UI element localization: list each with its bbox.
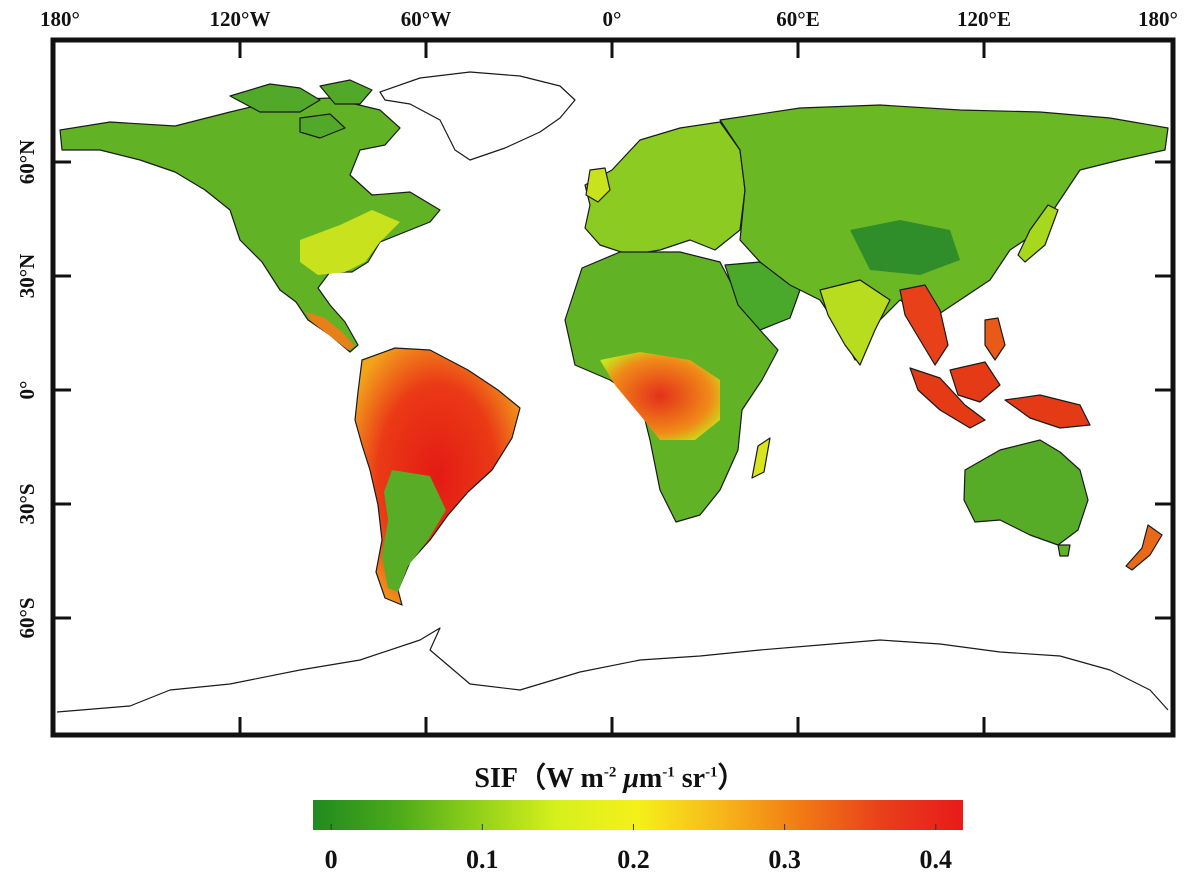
colorbar-title-open: （: [517, 763, 546, 794]
lon-label-120w: 120°W: [210, 7, 271, 31]
colorbar-title-w: W m: [546, 763, 604, 794]
lon-label-180w: 180°: [40, 7, 80, 31]
lon-label-60w: 60°W: [401, 7, 451, 31]
tibet-dark: [850, 220, 960, 275]
north-america-east-band: [300, 210, 400, 275]
lon-label-0: 0°: [603, 7, 622, 31]
colorbar-title-m: m: [638, 763, 663, 794]
mexico-warm-band: [306, 312, 355, 350]
lat-label-0: 0°: [15, 381, 39, 400]
congo-basin: [600, 352, 720, 440]
colorbar-title-mu: μ: [623, 763, 639, 794]
philippines-shape: [984, 317, 1006, 361]
new-zealand-shape: [1125, 524, 1163, 571]
colorbar-tick-label: 0.1: [466, 845, 499, 874]
lon-label-180e: 180°: [1138, 7, 1178, 31]
southeast-asia-warm: [899, 284, 949, 366]
colorbar-tick-label: 0.2: [617, 845, 650, 874]
colorbar-title-sr: sr: [674, 763, 706, 794]
indonesia-shape: [909, 361, 1091, 429]
lat-label-60s: 60°S: [15, 597, 39, 638]
japan-shape: [1017, 204, 1059, 263]
lon-label-60e: 60°E: [776, 7, 819, 31]
colorbar-tick-label: 0: [325, 845, 338, 874]
colorbar-title: SIF（W m-2 μm-1 sr-1）: [330, 756, 890, 796]
colorbar-title-main: SIF: [474, 763, 518, 794]
colorbar-title-exp3: -1: [705, 764, 718, 781]
lon-label-120e: 120°E: [957, 7, 1011, 31]
tasmania-shape: [1057, 544, 1071, 557]
lat-label-30s: 30°S: [15, 483, 39, 524]
colorbar-bar: [313, 800, 963, 830]
greenland-shape: [379, 71, 576, 161]
australia-shape: [963, 439, 1089, 546]
india-shape: [819, 279, 891, 366]
latitude-labels: 60°N 30°N 0° 30°S 60°S: [15, 140, 39, 639]
tick-marks: [53, 40, 1173, 735]
colorbar-title-exp1: -2: [603, 764, 617, 781]
antarctica-shape: [56, 627, 1169, 713]
lat-label-30n: 30°N: [15, 254, 39, 299]
lat-label-60n: 60°N: [15, 140, 39, 185]
patagonia-green: [382, 470, 446, 592]
longitude-labels: 180° 120°W 60°W 0° 60°E 120°E 180°: [40, 7, 1178, 31]
colorbar-tick-label: 0.3: [768, 845, 801, 874]
colorbar-tick-label: 0.4: [920, 845, 953, 874]
madagascar-shape: [751, 437, 771, 479]
colorbar-title-close: ）: [717, 763, 746, 794]
colorbar-ticks: 0 0.1 0.2 0.3 0.4: [325, 824, 952, 874]
europe-shape: [584, 121, 746, 256]
british-isles-shape: [585, 167, 611, 203]
land-layer: [56, 71, 1169, 713]
colorbar-title-exp2: -1: [662, 764, 675, 781]
arctic-islands-shape: [229, 79, 373, 139]
